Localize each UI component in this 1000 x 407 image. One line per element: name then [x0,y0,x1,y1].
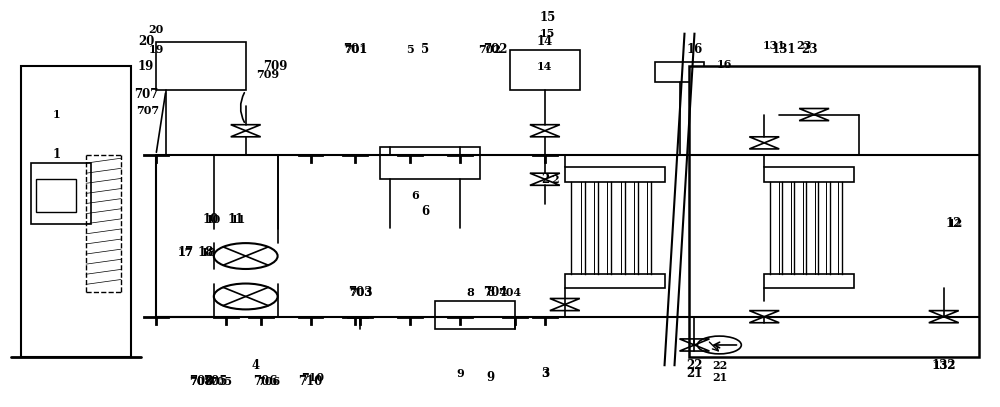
Text: 3: 3 [541,368,549,379]
FancyBboxPatch shape [380,147,480,179]
Text: 11: 11 [231,214,246,225]
Text: 707: 707 [136,105,160,116]
Text: 22: 22 [686,359,703,372]
Text: 10: 10 [206,214,221,225]
Text: 704: 704 [498,287,522,298]
Text: 709: 709 [263,59,288,72]
Text: 2: 2 [541,173,549,186]
FancyBboxPatch shape [21,66,131,357]
Text: 9: 9 [456,368,464,379]
Text: 132: 132 [931,359,956,372]
Text: 16: 16 [717,59,732,70]
Text: 4: 4 [252,359,260,372]
FancyBboxPatch shape [435,300,515,329]
FancyBboxPatch shape [655,62,704,82]
Text: 2: 2 [551,174,559,185]
FancyBboxPatch shape [156,42,246,90]
FancyBboxPatch shape [31,163,91,224]
Text: 131: 131 [763,40,786,51]
FancyBboxPatch shape [510,50,580,90]
Text: 20: 20 [138,35,154,48]
Text: 702: 702 [483,44,507,57]
Text: 18: 18 [201,247,216,258]
Text: 9: 9 [486,371,494,384]
Text: 708: 708 [189,375,213,388]
Text: 21: 21 [686,367,703,380]
Text: 14: 14 [537,35,553,48]
Text: 703: 703 [348,286,373,299]
Text: 16: 16 [686,44,703,57]
Text: 710: 710 [301,372,324,383]
Text: 709: 709 [256,69,279,80]
Text: 708: 708 [189,376,212,387]
Text: 705: 705 [209,376,232,387]
Text: 19: 19 [148,44,164,55]
FancyBboxPatch shape [764,167,854,182]
Text: 23: 23 [801,44,817,57]
FancyBboxPatch shape [689,66,979,357]
Text: 701: 701 [343,44,368,57]
FancyBboxPatch shape [764,274,854,289]
Text: 702: 702 [479,44,502,55]
Text: 10: 10 [203,213,219,226]
Text: 12: 12 [946,217,962,230]
Text: 3: 3 [541,367,549,380]
Text: 18: 18 [198,245,214,258]
Text: 21: 21 [712,372,727,383]
Text: 5: 5 [421,44,429,57]
Text: 705: 705 [204,375,228,388]
Text: 703: 703 [349,287,372,298]
Text: 15: 15 [540,28,556,39]
Text: 132: 132 [932,360,955,371]
Text: 12: 12 [948,218,963,229]
Text: 701: 701 [344,44,367,55]
Text: 17: 17 [178,247,194,258]
Text: 14: 14 [537,61,553,72]
Text: 8: 8 [466,287,474,298]
Text: 704: 704 [483,286,507,299]
Text: 131: 131 [772,44,796,57]
FancyBboxPatch shape [36,179,76,212]
Text: 1: 1 [52,149,60,162]
Text: 706: 706 [253,375,278,388]
FancyBboxPatch shape [565,167,665,182]
Text: 707: 707 [134,88,158,101]
FancyBboxPatch shape [565,274,665,289]
Text: 11: 11 [228,213,244,226]
Text: 8: 8 [486,286,494,299]
Text: 22: 22 [712,360,727,371]
Text: 706: 706 [257,376,280,387]
Text: 15: 15 [540,11,556,24]
Text: 17: 17 [178,245,194,258]
Text: 6: 6 [421,205,429,218]
Text: 6: 6 [411,190,419,201]
Text: 19: 19 [138,59,154,72]
Text: 1: 1 [52,109,60,120]
Text: 5: 5 [406,44,414,55]
Text: 20: 20 [148,24,164,35]
Text: 23: 23 [796,40,812,51]
Text: 710: 710 [298,375,323,388]
